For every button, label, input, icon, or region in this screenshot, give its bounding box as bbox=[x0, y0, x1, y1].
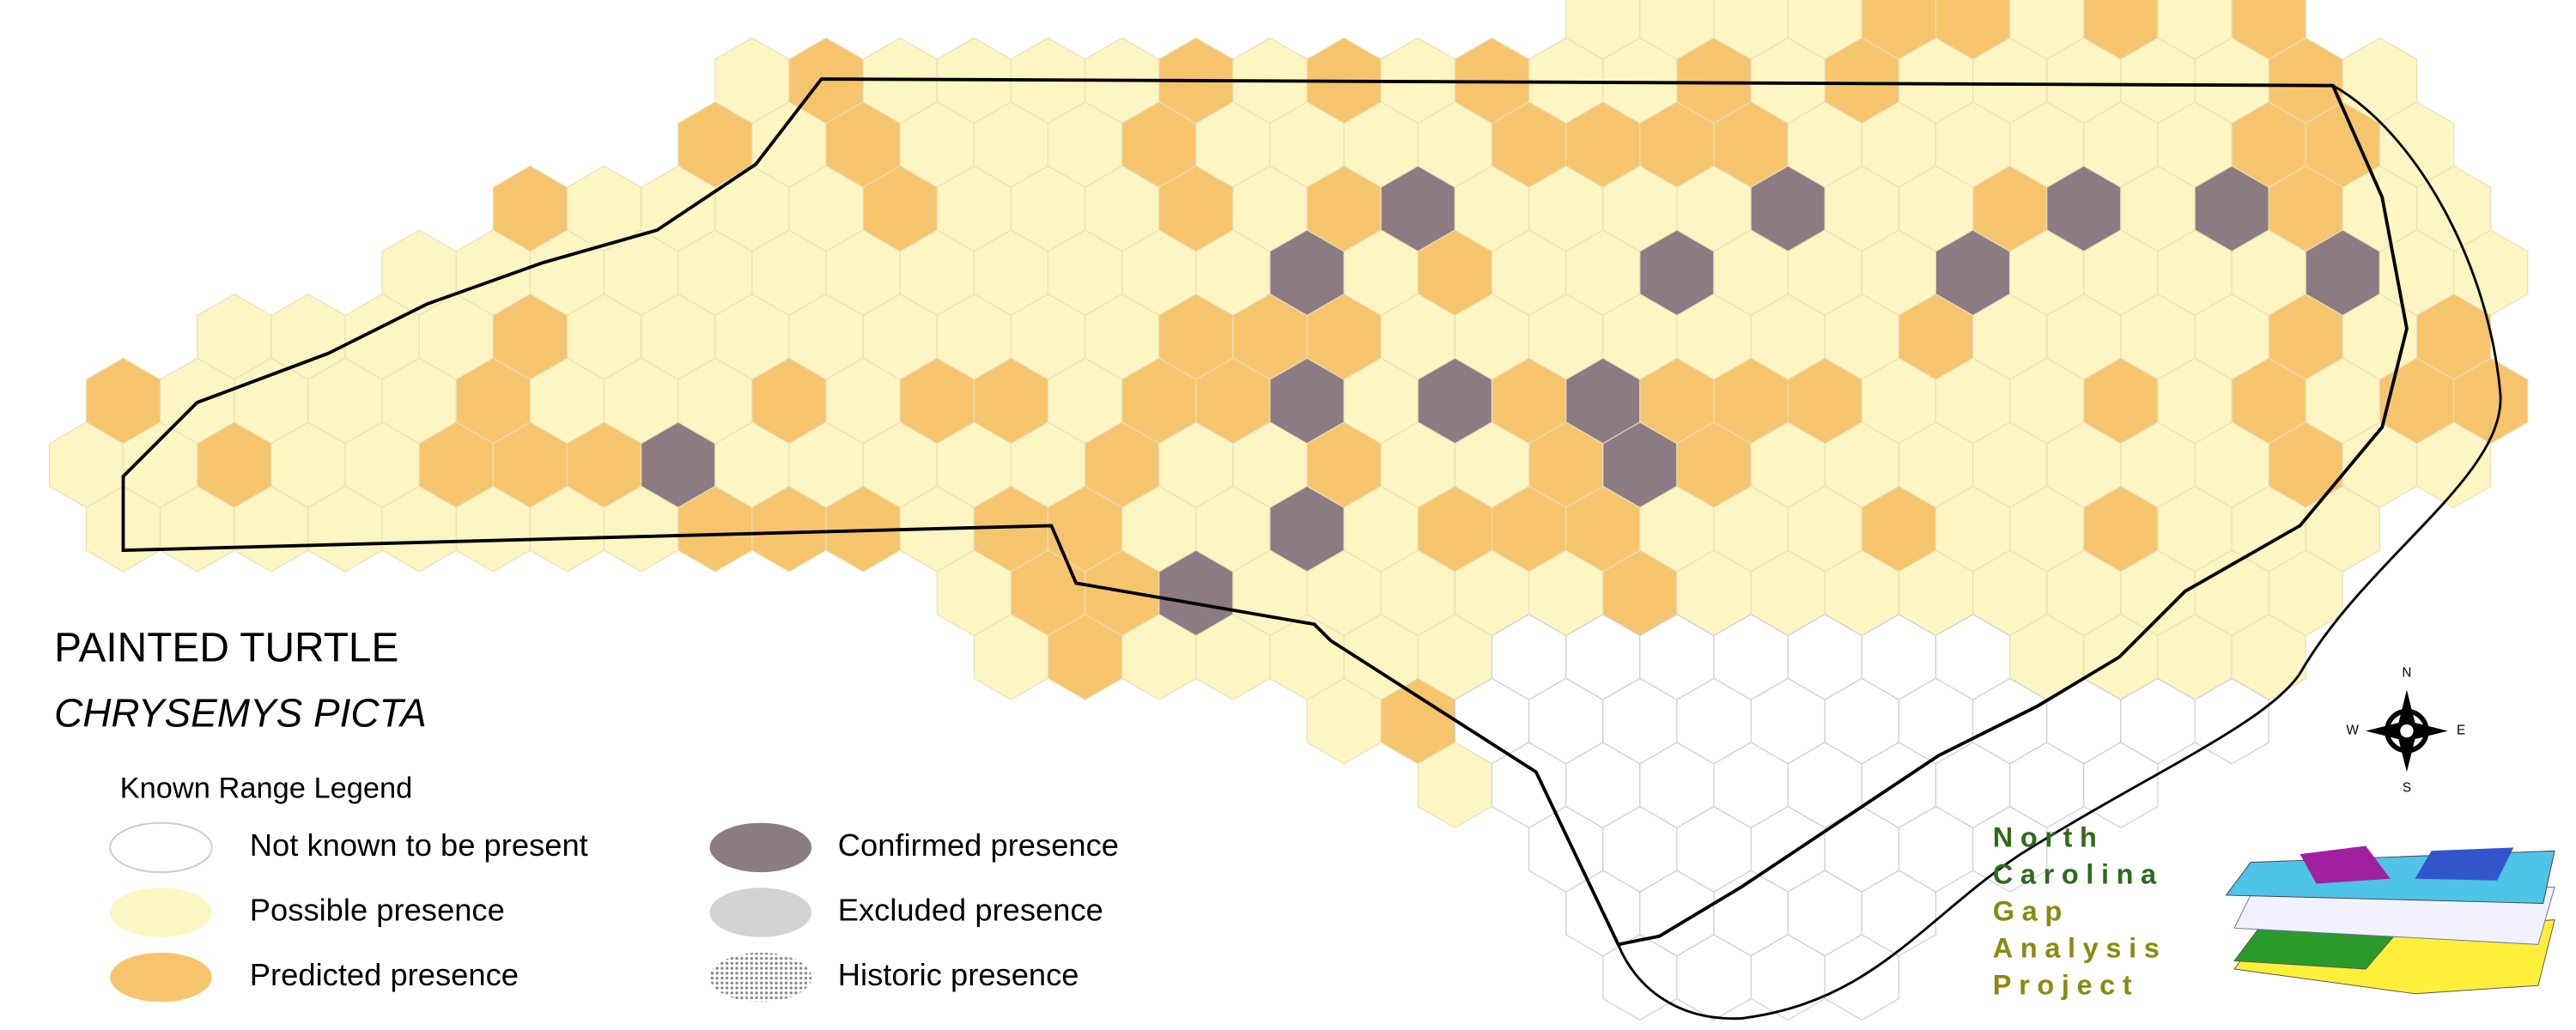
compass-w: W bbox=[2347, 724, 2360, 738]
compass-e: E bbox=[2457, 724, 2465, 738]
legend-swatch bbox=[709, 822, 812, 873]
state-border bbox=[121, 77, 2409, 947]
species-name: CHRYSEMYS PICTA bbox=[54, 690, 427, 735]
map-title: PAINTED TURTLE bbox=[54, 625, 398, 670]
compass-s: S bbox=[2403, 781, 2411, 796]
legend-label: Not known to be present bbox=[250, 827, 588, 863]
legend-swatch bbox=[109, 821, 213, 874]
legend-swatch bbox=[110, 952, 212, 1003]
state-outline bbox=[121, 77, 2502, 1020]
barrier-islands bbox=[1617, 84, 2502, 1020]
legend: PAINTED TURTLE CHRYSEMYS PICTA Known Ran… bbox=[54, 625, 1119, 1003]
logo-line: Carolina bbox=[1993, 859, 2164, 890]
legend-swatch bbox=[709, 952, 812, 1003]
logo-line: North bbox=[1993, 821, 2105, 852]
hex-cell bbox=[2416, 421, 2492, 509]
legend-title: Known Range Legend bbox=[120, 772, 413, 805]
hex-cell bbox=[1972, 805, 2048, 893]
logo-line: Project bbox=[1993, 970, 2140, 1001]
logo: North Carolina Gap Analysis Project bbox=[1993, 821, 2555, 1001]
legend-label: Predicted presence bbox=[250, 957, 519, 992]
compass-n: N bbox=[2402, 666, 2411, 681]
legend-label: Historic presence bbox=[838, 957, 1079, 992]
logo-line: Gap bbox=[1993, 896, 2069, 927]
logo-line: Analysis bbox=[1993, 933, 2167, 964]
legend-swatch bbox=[110, 888, 212, 937]
legend-label: Excluded presence bbox=[838, 893, 1103, 928]
legend-label: Possible presence bbox=[250, 893, 505, 928]
legend-swatch bbox=[709, 888, 812, 937]
compass: N W E S bbox=[2347, 666, 2466, 796]
legend-label: Confirmed presence bbox=[838, 827, 1119, 863]
